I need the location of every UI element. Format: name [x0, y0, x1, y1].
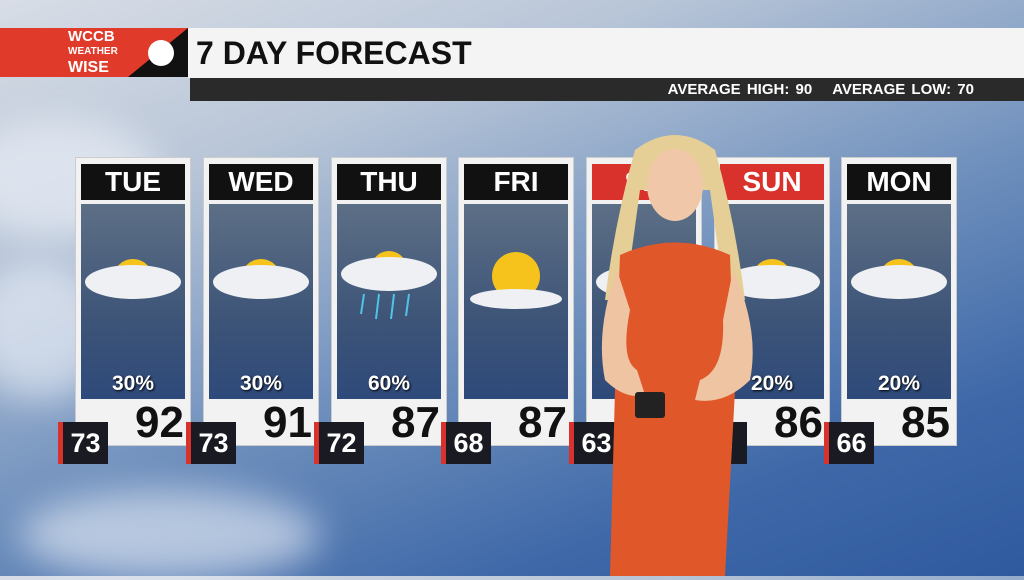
logo-text: WISE — [68, 59, 109, 76]
low-temp: 72 — [314, 422, 364, 464]
low-temp: 63 — [569, 422, 619, 464]
precip-chance: 20% — [750, 372, 794, 395]
precip-chance: 30% — [111, 372, 155, 395]
average-high: AVERAGE HIGH: 90 — [667, 81, 813, 98]
logo-text-block: WCCB WEATHER WISE — [68, 28, 118, 77]
precip-chance: 30% — [239, 372, 283, 395]
day-label: THU — [337, 164, 441, 200]
condition-panel: 60% — [337, 204, 441, 399]
presenter — [601, 135, 753, 576]
sun-storm-icon — [148, 40, 174, 66]
partly-cloudy-icon — [85, 259, 181, 299]
partly-cloudy-icon — [724, 259, 820, 299]
forecast-card-fri: FRI 87 — [458, 157, 574, 447]
high-temp: 91 — [263, 398, 312, 447]
low-temp: 68 — [441, 422, 491, 464]
average-low: AVERAGE LOW: 70 — [832, 81, 974, 98]
bg-cloud — [20, 490, 320, 580]
forecast-card-wed: WED 30% 91 — [203, 157, 319, 447]
forecast-card-mon: MON 20% 85 — [841, 157, 957, 447]
low-temp: 66 — [824, 422, 874, 464]
forecast-card-thu: THU 60% 87 — [331, 157, 447, 447]
high-temp: 87 — [391, 398, 440, 447]
logo-text: WEATHER — [68, 46, 118, 57]
partly-cloudy-icon — [213, 259, 309, 299]
logo-text: WCCB — [68, 28, 115, 45]
low-temp: 73 — [186, 422, 236, 464]
condition-panel: 20% — [847, 204, 951, 399]
high-temp: 87 — [518, 398, 567, 447]
condition-panel: 30% — [81, 204, 185, 399]
partly-cloudy-icon — [851, 259, 947, 299]
day-label: SUN — [720, 164, 824, 200]
precip-chance: 60% — [367, 372, 411, 395]
rain-cloud-sun-icon — [341, 251, 437, 320]
day-label: FRI — [464, 164, 568, 200]
condition-panel: 30% — [209, 204, 313, 399]
day-label: WED — [209, 164, 313, 200]
page-title: 7 DAY FORECAST — [188, 28, 1024, 78]
precip-chance: 20% — [877, 372, 921, 395]
high-temp: 85 — [901, 398, 950, 447]
high-temp: 92 — [135, 398, 184, 447]
day-label: TUE — [81, 164, 185, 200]
day-label: MON — [847, 164, 951, 200]
high-temp: 86 — [774, 398, 823, 447]
station-logo: WCCB WEATHER WISE — [0, 28, 188, 77]
low-temp: 73 — [58, 422, 108, 464]
condition-panel — [464, 204, 568, 399]
averages-bar: AVERAGE HIGH: 90 AVERAGE LOW: 70 — [190, 78, 1024, 101]
mostly-sunny-icon — [470, 252, 562, 309]
forecast-card-tue: TUE 30% 92 — [75, 157, 191, 447]
